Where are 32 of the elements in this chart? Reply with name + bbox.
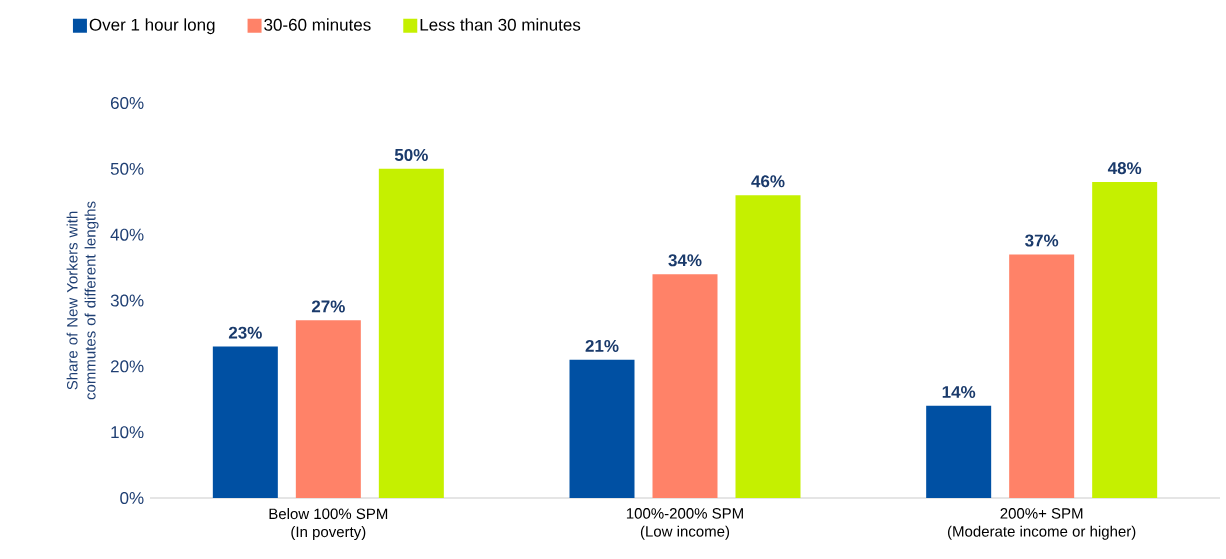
data-label: 50% [394, 148, 428, 161]
legend-label: 30-60 minutes [264, 18, 371, 31]
y-tick-label: 30% [110, 294, 144, 307]
x-tick-label: Below 100% SPM (In poverty) [269, 508, 388, 541]
bar [926, 405, 992, 498]
legend-label: Less than 30 minutes [420, 18, 581, 31]
y-tick-label: 50% [110, 162, 144, 175]
data-label: 37% [1025, 234, 1059, 247]
bar [569, 359, 635, 498]
y-tick-label: 0% [120, 491, 144, 505]
x-tick-label: 200%+ SPM (Moderate income or higher) [947, 508, 1136, 540]
y-tick-label: 60% [110, 96, 144, 110]
data-label: 46% [751, 175, 785, 188]
data-label: 48% [1107, 162, 1142, 175]
bar [652, 274, 718, 498]
x-tick-label: 100%-200% SPM (Low income) [626, 508, 743, 540]
data-label: 23% [228, 326, 262, 339]
data-label: 27% [311, 300, 345, 313]
bar [378, 168, 444, 498]
y-tick-label: 10% [111, 426, 144, 439]
y-tick-label: 20% [110, 360, 144, 373]
bar [295, 320, 361, 498]
bar [212, 346, 278, 498]
legend-label: Over 1 hour long [89, 18, 215, 35]
bar [735, 195, 801, 498]
bar [1009, 254, 1075, 498]
y-tick-label: 40% [110, 228, 144, 241]
data-label: 14% [942, 386, 976, 398]
y-axis-title: Share of New Yorkers with commutes of different lengths [66, 201, 99, 400]
data-label: 34% [668, 254, 702, 267]
bar [1092, 182, 1158, 498]
data-label: 21% [585, 339, 619, 352]
